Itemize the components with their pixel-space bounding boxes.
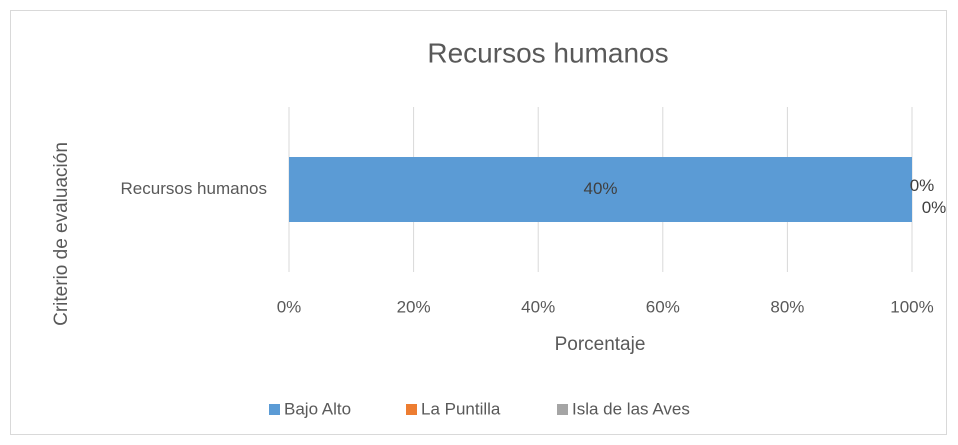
x-tick-label: 80% <box>770 297 804 316</box>
x-tick-label: 0% <box>277 297 302 316</box>
x-tick-label: 100% <box>890 297 933 316</box>
legend-label: La Puntilla <box>421 399 501 418</box>
x-axis-title: Porcentaje <box>555 334 646 355</box>
y-axis-title: Criterio de evaluación <box>51 142 72 326</box>
bar-segment <box>289 157 912 222</box>
legend-swatch <box>406 404 417 415</box>
data-label: 0% <box>922 198 947 217</box>
chart-border <box>10 10 947 435</box>
x-tick-label: 60% <box>646 297 680 316</box>
legend-swatch <box>557 404 568 415</box>
chart-title: Recursos humanos <box>427 37 668 68</box>
legend-swatch <box>269 404 280 415</box>
x-tick-label: 20% <box>397 297 431 316</box>
legend-label: Bajo Alto <box>284 399 351 418</box>
data-label: 40% <box>583 179 617 198</box>
legend-label: Isla de las Aves <box>572 399 690 418</box>
x-tick-label: 40% <box>521 297 555 316</box>
y-tick-label: Recursos humanos <box>121 179 267 198</box>
data-label: 0% <box>910 176 935 195</box>
